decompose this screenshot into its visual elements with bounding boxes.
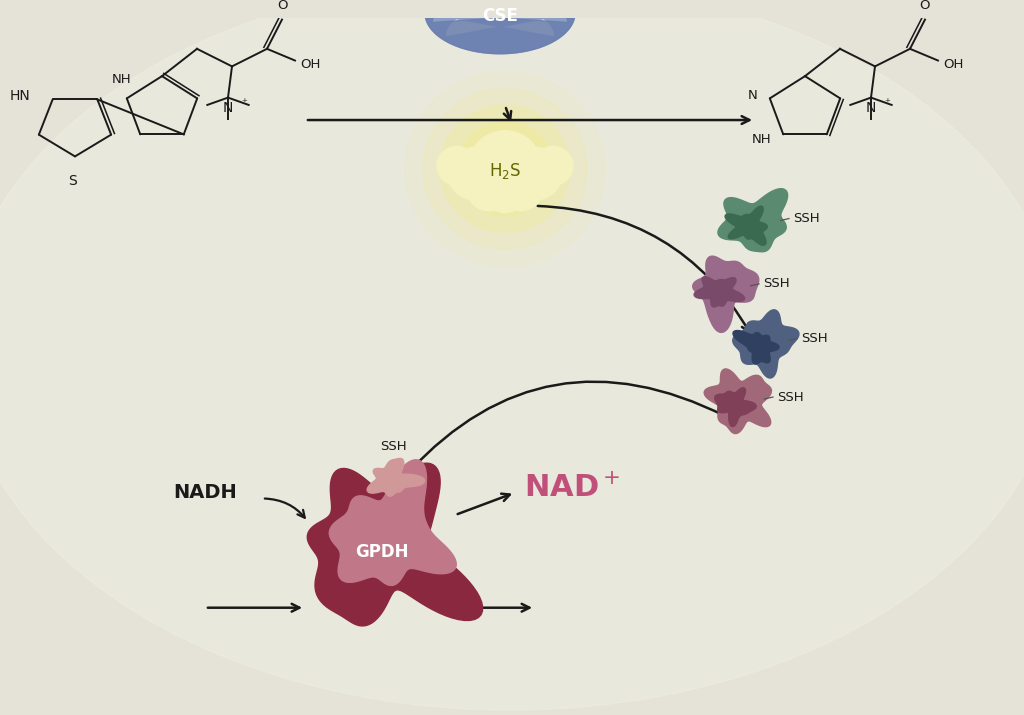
Text: O: O: [920, 0, 930, 11]
Text: GPDH: GPDH: [355, 543, 409, 561]
Circle shape: [499, 168, 543, 211]
Text: S: S: [69, 174, 78, 188]
Text: SSH: SSH: [380, 440, 407, 453]
Polygon shape: [307, 463, 482, 626]
Text: SSH: SSH: [777, 390, 804, 403]
Text: HN: HN: [10, 89, 31, 102]
Text: ⁺: ⁺: [884, 98, 890, 107]
Circle shape: [467, 168, 511, 211]
Text: NH: NH: [112, 73, 132, 86]
Text: SSH: SSH: [763, 277, 790, 290]
Circle shape: [457, 122, 553, 216]
Text: SSH: SSH: [801, 332, 827, 345]
Polygon shape: [705, 369, 771, 433]
Polygon shape: [330, 460, 457, 586]
Polygon shape: [692, 256, 759, 332]
Polygon shape: [733, 330, 779, 364]
Polygon shape: [733, 310, 799, 378]
Circle shape: [437, 147, 477, 185]
Polygon shape: [425, 0, 575, 54]
Text: NH: NH: [752, 133, 771, 146]
Text: N: N: [223, 101, 233, 114]
Polygon shape: [425, 6, 575, 54]
Circle shape: [469, 131, 541, 201]
Text: NADH: NADH: [173, 483, 237, 502]
Circle shape: [508, 147, 562, 200]
Circle shape: [485, 174, 525, 212]
Text: N: N: [749, 89, 758, 102]
Circle shape: [440, 105, 570, 232]
Text: CSE: CSE: [482, 6, 518, 25]
Text: OH: OH: [943, 58, 964, 71]
Text: SSH: SSH: [793, 212, 819, 225]
Circle shape: [534, 147, 573, 185]
Circle shape: [406, 72, 605, 266]
Text: O: O: [276, 0, 288, 11]
Text: NAD$^+$: NAD$^+$: [523, 474, 621, 503]
Polygon shape: [368, 458, 425, 496]
Polygon shape: [725, 206, 767, 245]
Polygon shape: [715, 388, 757, 426]
Text: H$_2$S: H$_2$S: [488, 161, 521, 181]
Polygon shape: [718, 189, 787, 252]
Text: ⁺: ⁺: [241, 98, 247, 107]
Text: OH: OH: [300, 58, 321, 71]
Circle shape: [449, 147, 502, 200]
Circle shape: [423, 89, 587, 249]
Polygon shape: [694, 277, 744, 307]
Text: N: N: [866, 101, 877, 114]
